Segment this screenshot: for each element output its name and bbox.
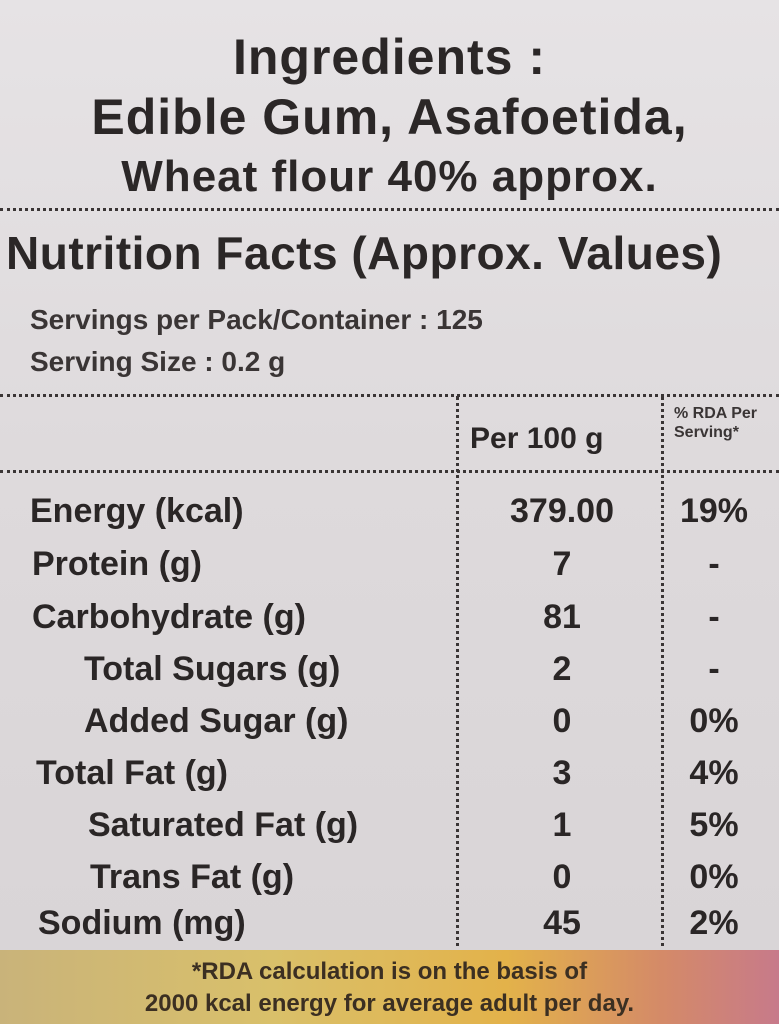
nutrient-name: Trans Fat (g) xyxy=(90,858,295,896)
nutrient-rda: - xyxy=(708,650,720,688)
column-header-per-100g: Per 100 g xyxy=(470,422,604,455)
column-header-rda: % RDA Per Serving* xyxy=(674,404,774,442)
ingredients-title: Ingredients : xyxy=(232,29,547,85)
servings-per-pack: Servings per Pack/Container : 125 xyxy=(30,304,483,335)
serving-size: Serving Size : 0.2 g xyxy=(30,346,286,377)
nutrient-name: Protein (g) xyxy=(32,545,202,583)
table-row: Added Sugar (g) 0 0% xyxy=(0,702,779,754)
nutrient-value: 0 xyxy=(552,858,572,896)
table-row: Protein (g) 7 - xyxy=(0,545,779,597)
nutrient-rda: 5% xyxy=(689,806,739,844)
nutrient-value: 1 xyxy=(552,806,572,844)
nutrition-facts-title: Nutrition Facts (Approx. Values) xyxy=(6,227,723,279)
nutrient-value: 3 xyxy=(552,754,572,792)
nutrient-rda: - xyxy=(708,598,720,636)
footer-band xyxy=(0,950,779,1024)
nutrient-rda: 0% xyxy=(689,858,739,896)
table-row: Trans Fat (g) 0 0% xyxy=(0,858,779,910)
divider-table-top xyxy=(0,394,779,397)
nutrient-value: 0 xyxy=(552,702,572,740)
divider-header xyxy=(0,470,779,473)
column-divider-2 xyxy=(661,396,664,954)
table-row: Carbohydrate (g) 81 - xyxy=(0,598,779,650)
nutrient-value: 2 xyxy=(552,650,572,688)
nutrient-value: 379.00 xyxy=(510,492,614,530)
column-divider-1 xyxy=(456,396,459,954)
nutrient-name: Total Fat (g) xyxy=(36,754,228,792)
table-row: Total Fat (g) 3 4% xyxy=(0,754,779,806)
nutrient-rda: - xyxy=(708,545,720,583)
nutrient-name: Energy (kcal) xyxy=(30,492,244,530)
nutrient-value: 7 xyxy=(552,545,572,583)
nutrient-name: Added Sugar (g) xyxy=(84,702,349,740)
nutrient-rda: 2% xyxy=(689,904,739,942)
rda-header-line-1: % RDA Per xyxy=(674,405,757,422)
nutrient-rda: 0% xyxy=(689,702,739,740)
nutrient-value: 81 xyxy=(543,598,581,636)
nutrient-name: Carbohydrate (g) xyxy=(32,598,306,636)
nutrient-rda: 19% xyxy=(679,492,749,530)
footer-note-line-2: 2000 kcal energy for average adult per d… xyxy=(144,990,635,1017)
table-row: Energy (kcal) 379.00 19% xyxy=(0,492,779,544)
nutrient-rda: 4% xyxy=(689,754,739,792)
table-row: Total Sugars (g) 2 - xyxy=(0,650,779,702)
divider-top xyxy=(0,208,779,211)
nutrient-name: Total Sugars (g) xyxy=(84,650,341,688)
table-row: Sodium (mg) 45 2% xyxy=(0,904,779,956)
ingredients-line-1: Edible Gum, Asafoetida, xyxy=(91,89,688,145)
nutrient-value: 45 xyxy=(543,904,581,942)
nutrient-name: Sodium (mg) xyxy=(38,904,246,942)
footer-note-line-1: *RDA calculation is on the basis of xyxy=(191,958,588,985)
rda-header-line-2: Serving* xyxy=(674,424,739,441)
nutrient-name: Saturated Fat (g) xyxy=(88,806,359,844)
ingredients-line-2: Wheat flour 40% approx. xyxy=(121,152,658,201)
table-row: Saturated Fat (g) 1 5% xyxy=(0,806,779,858)
